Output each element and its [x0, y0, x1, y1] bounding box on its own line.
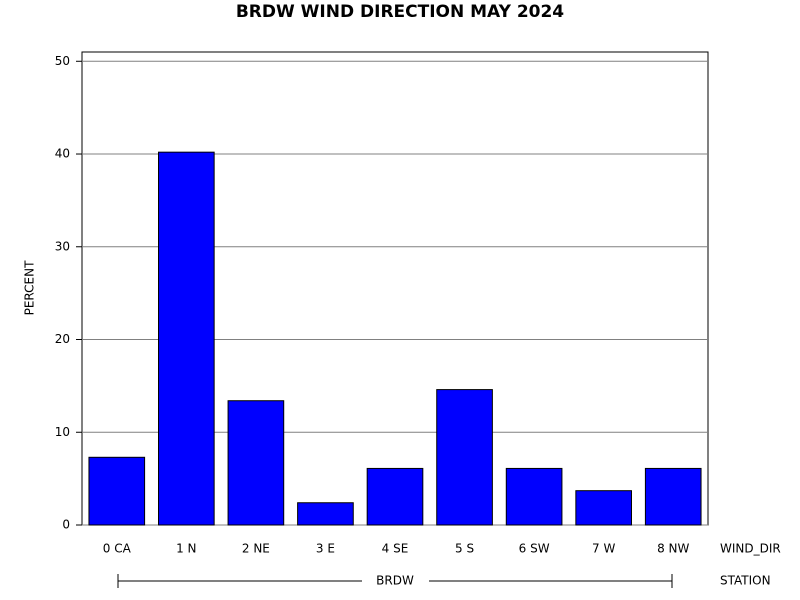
x-tick-label: 0 CA [103, 542, 132, 556]
x-tick-label: 6 SW [519, 542, 550, 556]
x-tick-label: 3 E [316, 542, 335, 556]
y-tick-label: 40 [55, 147, 70, 161]
y-tick-label: 20 [55, 332, 70, 346]
bar [505, 467, 563, 526]
y-axis-label: PERCENT [23, 260, 37, 315]
group-axis-label: STATION [720, 574, 771, 588]
y-tick-label: 10 [55, 425, 70, 439]
bar [227, 400, 285, 526]
bar [158, 151, 215, 526]
bar [436, 389, 493, 526]
y-tick-label: 0 [62, 518, 70, 532]
y-tick-label: 30 [55, 239, 70, 253]
x-tick-label: 8 NW [657, 542, 689, 556]
bar [88, 456, 146, 526]
x-tick-label: 5 S [455, 542, 474, 556]
bar [644, 467, 702, 526]
chart-title: BRDW WIND DIRECTION MAY 2024 [236, 2, 564, 22]
bar [297, 502, 354, 526]
x-tick-label: 2 NE [242, 542, 270, 556]
x-axis-label: WIND_DIR [720, 542, 781, 556]
group-label: BRDW [376, 574, 414, 588]
bar [366, 467, 424, 526]
x-tick-label: 7 W [592, 542, 615, 556]
x-tick-label: 1 N [176, 542, 196, 556]
bar [575, 490, 632, 526]
y-tick-label: 50 [55, 54, 70, 68]
x-tick-label: 4 SE [382, 542, 409, 556]
